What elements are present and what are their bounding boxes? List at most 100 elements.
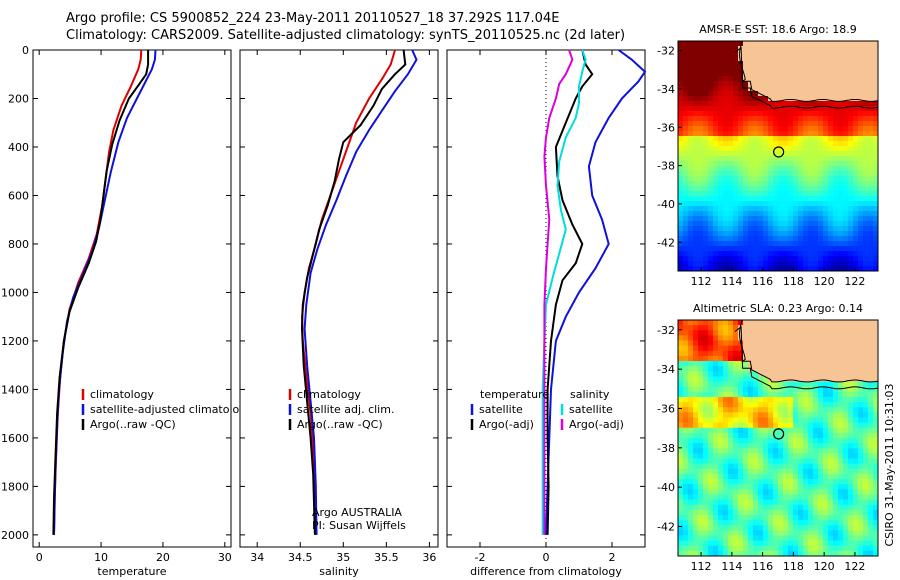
map-cell	[728, 191, 734, 197]
map-cell	[738, 236, 744, 242]
map-cell	[853, 335, 859, 341]
map-cell	[873, 256, 879, 262]
map-cell	[813, 468, 819, 475]
map-cell	[818, 146, 824, 152]
map-cell	[743, 86, 749, 92]
map-cell	[758, 261, 764, 267]
map-cell	[788, 479, 794, 485]
map-cell	[763, 340, 769, 347]
map-cell	[688, 361, 694, 367]
map-cell	[748, 422, 754, 429]
map-cell	[693, 121, 699, 127]
x-tick-label: 35.5	[374, 551, 399, 564]
map-cell	[753, 443, 759, 449]
map-cell	[808, 458, 814, 465]
map-cell	[858, 371, 864, 377]
map-cell	[713, 131, 719, 137]
map-cell	[733, 141, 739, 147]
map-cell	[833, 504, 839, 511]
map-cell	[718, 101, 724, 107]
map-cell	[808, 391, 814, 398]
map-cell	[753, 141, 759, 147]
map-cell	[813, 514, 819, 521]
map-cell	[848, 91, 854, 97]
map-cell	[818, 176, 824, 182]
map-cell	[873, 407, 879, 413]
map-cell	[783, 61, 789, 67]
map-cell	[853, 489, 859, 495]
x-tick-label: 2	[609, 551, 616, 564]
map-cell	[733, 366, 739, 372]
map-cell	[733, 396, 739, 403]
map-cell	[798, 201, 804, 207]
map-cell	[808, 520, 814, 526]
map-cell	[788, 246, 794, 252]
map-cell	[703, 131, 709, 137]
map-cell	[803, 535, 809, 542]
map-cell	[823, 438, 829, 444]
map-cell	[858, 320, 864, 326]
map-cell	[683, 91, 689, 97]
map-cell	[723, 468, 729, 475]
map-cell	[823, 106, 829, 112]
map-cell	[768, 417, 774, 424]
map-cell	[778, 520, 784, 526]
legend-header-salinity: salinity	[570, 388, 610, 401]
map-cell	[833, 514, 839, 521]
map-cell	[813, 41, 819, 47]
map-cell	[768, 101, 774, 107]
map-cell	[838, 376, 844, 382]
map-cell	[798, 246, 804, 252]
map-cell	[728, 463, 734, 470]
map-cell	[763, 226, 769, 232]
map-cell	[793, 473, 799, 480]
map-cell	[763, 61, 769, 67]
map-cell	[803, 91, 809, 97]
map-cell	[828, 540, 834, 547]
map-cell	[738, 156, 744, 162]
map-cell	[728, 111, 734, 117]
map-cell	[823, 231, 829, 237]
map-cell	[688, 438, 694, 444]
map-cell	[828, 417, 834, 424]
map-cell	[863, 236, 869, 242]
map-cell	[753, 246, 759, 252]
map-cell	[833, 371, 839, 377]
map-cell	[688, 81, 694, 87]
map-cell	[798, 325, 804, 331]
map-cell	[768, 216, 774, 222]
map-cell	[728, 216, 734, 222]
map-cell	[683, 499, 689, 506]
map-cell	[713, 386, 719, 393]
map-cell	[703, 56, 709, 62]
map-cell	[723, 41, 729, 47]
map-cell	[853, 386, 859, 393]
map-cell	[873, 396, 879, 403]
map-cell	[718, 116, 724, 122]
map-cell	[858, 386, 864, 393]
map-cell	[758, 166, 764, 172]
map-cell	[818, 161, 824, 167]
map-cell	[828, 427, 834, 434]
map-cell	[863, 136, 869, 142]
map-cell	[718, 251, 724, 257]
map-cell	[693, 266, 699, 272]
map-cell	[748, 458, 754, 465]
map-cell	[848, 350, 854, 357]
map-cell	[838, 320, 844, 326]
map-cell	[768, 191, 774, 197]
map-cell	[693, 221, 699, 227]
map-cell	[678, 101, 684, 107]
map-cell	[708, 417, 714, 424]
map-cell	[823, 494, 829, 500]
map-cell	[733, 325, 739, 331]
map-cell	[813, 86, 819, 92]
map-cell	[853, 381, 859, 388]
map-cell	[818, 206, 824, 212]
map-cell	[713, 504, 719, 511]
map-cell	[823, 266, 829, 272]
map-cell	[758, 361, 764, 367]
map-cell	[808, 51, 814, 57]
map-cell	[843, 161, 849, 167]
map-cell	[718, 479, 724, 485]
